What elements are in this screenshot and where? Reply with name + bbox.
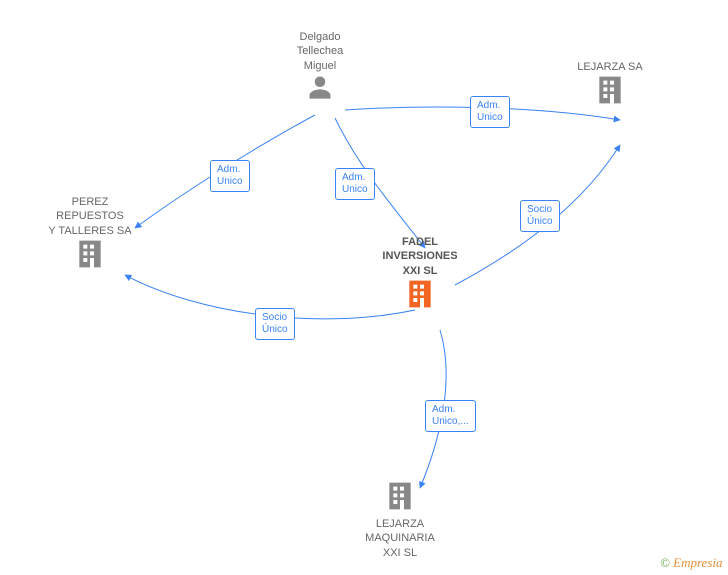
copyright-symbol: © bbox=[660, 555, 670, 570]
node-label-lejarza_sa: LEJARZA SA bbox=[560, 60, 660, 74]
node-label-delgado: Delgado Tellechea Miguel bbox=[270, 30, 370, 73]
edge-label-fadel-perez: Socio Único bbox=[255, 308, 295, 340]
node-lejarza_maq: LEJARZA MAQUINARIA XXI SL bbox=[350, 480, 450, 560]
watermark-text: Empresia bbox=[673, 555, 722, 570]
node-perez: PEREZ REPUESTOS Y TALLERES SA bbox=[40, 195, 140, 275]
edge-label-delgado-lejarza_sa: Adm. Unico bbox=[470, 96, 510, 128]
building-icon bbox=[350, 480, 450, 517]
node-label-fadel: FADEL INVERSIONES XXI SL bbox=[370, 235, 470, 278]
node-label-perez: PEREZ REPUESTOS Y TALLERES SA bbox=[40, 195, 140, 238]
person-icon bbox=[270, 73, 370, 106]
node-lejarza_sa: LEJARZA SA bbox=[560, 60, 660, 111]
edge-label-delgado-fadel: Adm. Unico bbox=[335, 168, 375, 200]
node-fadel: FADEL INVERSIONES XXI SL bbox=[370, 235, 470, 315]
node-delgado: Delgado Tellechea Miguel bbox=[270, 30, 370, 106]
edge-label-delgado-perez: Adm. Unico bbox=[210, 160, 250, 192]
node-label-lejarza_maq: LEJARZA MAQUINARIA XXI SL bbox=[350, 517, 450, 560]
building-icon bbox=[370, 278, 470, 315]
building-icon bbox=[40, 238, 140, 275]
building-icon bbox=[560, 74, 660, 111]
edge-label-fadel-lejarza_maq: Adm. Unico,... bbox=[425, 400, 476, 432]
watermark: © Empresia bbox=[660, 555, 723, 571]
edge-label-fadel-lejarza_sa: Socio Único bbox=[520, 200, 560, 232]
